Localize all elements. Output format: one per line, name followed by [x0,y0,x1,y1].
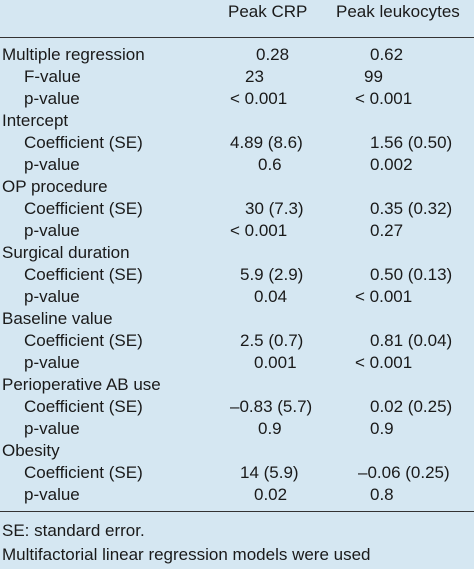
row-label: p-value [24,485,80,504]
table-cell: 0.35 (0.32) [370,199,453,218]
table-cell: 0.6 [258,155,282,174]
footnote-method: Multifactorial linear regression models … [2,545,371,564]
table-cell: 0.001 [254,353,297,372]
section-label: Surgical duration [2,243,130,262]
section-label: Perioperative AB use [2,375,161,394]
section-label: Multiple regression [2,45,145,64]
column-header-peak-leukocytes: Peak leukocytes [336,2,460,21]
table-cell: < 0.001 [355,89,413,108]
table-cell: 4.89 (8.6) [230,133,303,152]
table-cell: 0.50 (0.13) [370,265,453,284]
table-cell: 23 [245,67,264,86]
table-cell: < 0.001 [355,287,413,306]
table-cell: 14 (5.9) [240,463,299,482]
header-rule [0,37,474,38]
row-label: Coefficient (SE) [24,133,143,152]
table-cell: 0.81 (0.04) [370,331,453,350]
table-bottom-rule [0,511,474,512]
section-label: Baseline value [2,309,113,328]
table-cell: –0.06 (0.25) [358,463,450,482]
section-label: Intercept [2,111,69,130]
table-cell: 0.9 [370,419,394,438]
row-label: p-value [24,155,80,174]
row-label: p-value [24,89,80,108]
table-cell: < 0.001 [230,221,288,240]
table-cell: 0.02 [254,485,288,504]
row-label: Coefficient (SE) [24,463,143,482]
table-cell: 0.9 [258,419,282,438]
table-cell: 1.56 (0.50) [370,133,453,152]
table-cell: 0.04 [254,287,288,306]
table-cell: 0.28 [256,45,290,64]
table-cell: 0.62 [370,45,404,64]
footnote-se: SE: standard error. [2,521,145,540]
table-cell: 0.002 [370,155,413,174]
table-cell: 30 (7.3) [245,199,304,218]
row-label: p-value [24,419,80,438]
section-label: OP procedure [2,177,108,196]
table-cell: < 0.001 [230,89,288,108]
table-cell: 2.5 (0.7) [240,331,304,350]
row-label: Coefficient (SE) [24,199,143,218]
table-cell: 0.8 [370,485,394,504]
row-label: Coefficient (SE) [24,265,143,284]
row-label: Coefficient (SE) [24,397,143,416]
section-label: Obesity [2,441,60,460]
table-cell: 5.9 (2.9) [240,265,304,284]
row-label: F-value [24,67,81,86]
row-label: p-value [24,287,80,306]
row-label: p-value [24,221,80,240]
table-cell: 0.02 (0.25) [370,397,453,416]
table-cell: < 0.001 [355,353,413,372]
row-label: Coefficient (SE) [24,331,143,350]
table-cell: 0.27 [370,221,404,240]
column-header-peak-crp: Peak CRP [228,2,308,21]
table-cell: 99 [364,67,383,86]
table-cell: –0.83 (5.7) [230,397,313,416]
row-label: p-value [24,353,80,372]
